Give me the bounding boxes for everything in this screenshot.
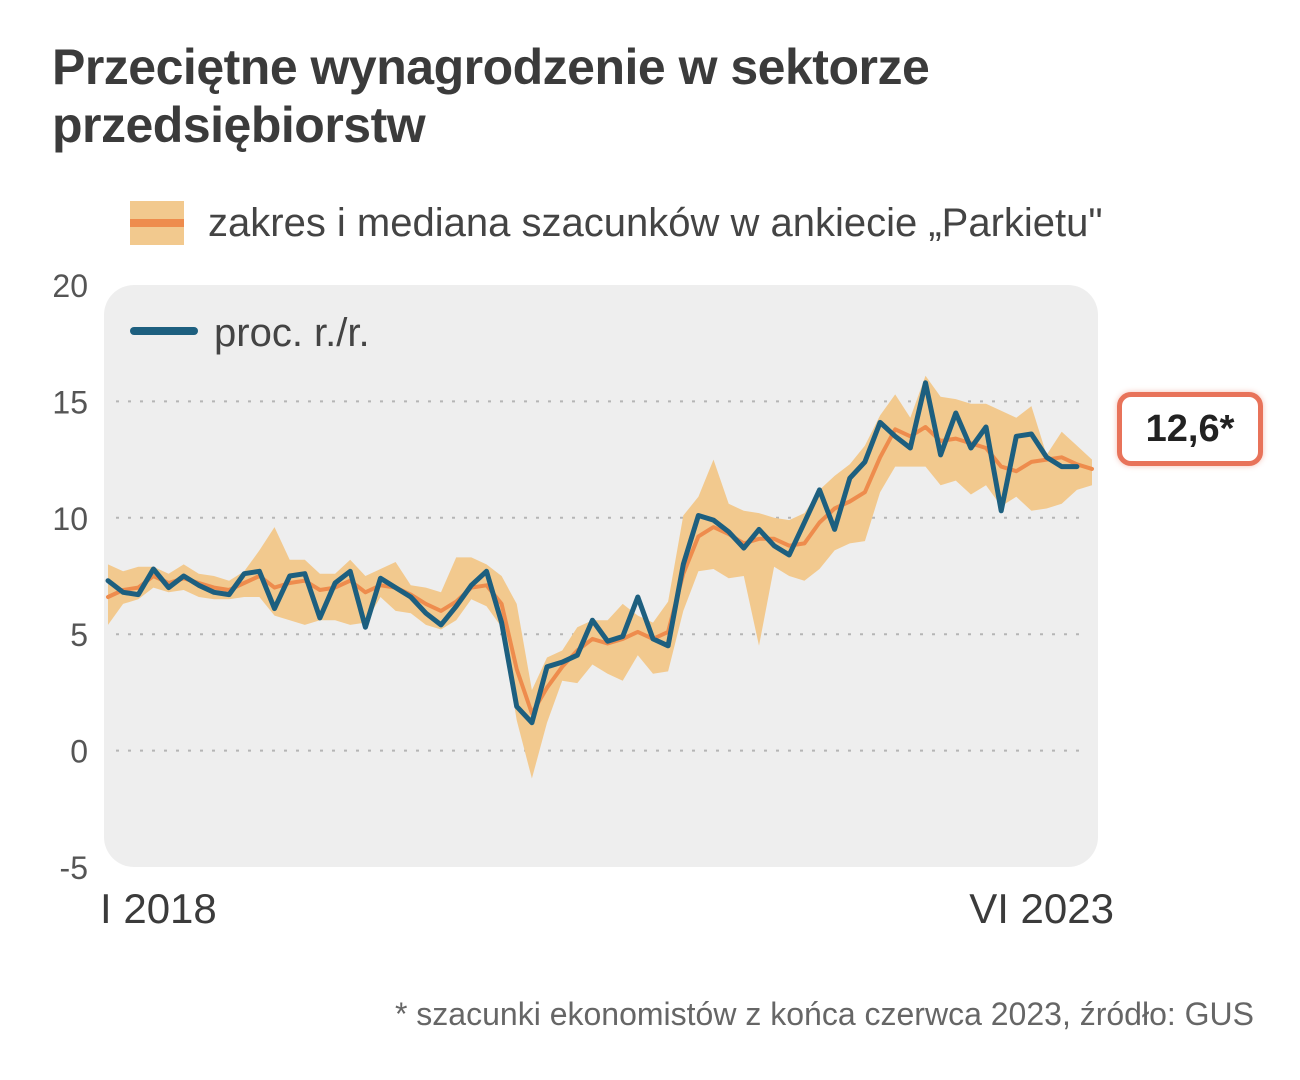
y-tick-label: 20: [52, 268, 88, 304]
y-tick-label: 5: [70, 617, 88, 653]
legend-range-swatch-icon: [130, 201, 184, 245]
y-tick-label: -5: [60, 850, 88, 886]
chart-marks: [105, 375, 1094, 779]
series-actual-line: [105, 380, 1080, 726]
legend-range: zakres i mediana szacunków w ankiecie „P…: [130, 196, 1103, 250]
x-axis-end-label: VI 2023: [969, 885, 1114, 932]
chart-panel: [104, 285, 1098, 867]
legend-line-label: proc. r./r.: [214, 311, 370, 355]
x-axis-start-label: I 2018: [100, 885, 217, 932]
legend-range-label: zakres i mediana szacunków w ankiecie „P…: [208, 200, 1103, 245]
legend-line: proc. r./r.: [130, 311, 370, 355]
series-range-band: [108, 375, 1092, 779]
y-tick-label: 15: [52, 384, 88, 420]
footnote: * szacunki ekonomistów z końca czerwca 2…: [394, 996, 1254, 1032]
series-median-line: [106, 425, 1094, 716]
latest-value-badge: 12,6*: [1117, 392, 1263, 466]
y-tick-label: 0: [70, 734, 88, 770]
y-tick-label: 10: [52, 501, 88, 537]
y-axis: 20 15 10 5 0 -5: [52, 268, 88, 886]
page-title: Przeciętne wynagrodzenie w sektorze prze…: [52, 39, 930, 153]
